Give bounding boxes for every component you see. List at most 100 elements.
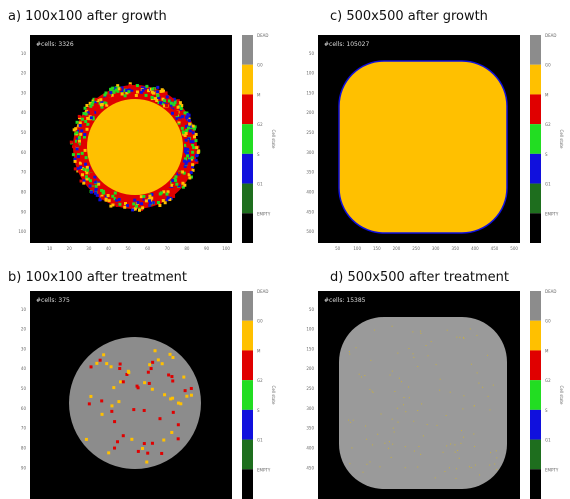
cell xyxy=(176,105,180,109)
cell xyxy=(106,99,110,103)
y-tick-label: 70 xyxy=(21,170,27,175)
cell xyxy=(179,104,183,108)
cell xyxy=(408,386,410,388)
cell xyxy=(393,431,395,433)
cell xyxy=(178,101,182,105)
cell xyxy=(417,409,419,411)
cell xyxy=(82,135,86,139)
cell xyxy=(188,133,192,137)
cell xyxy=(135,84,139,88)
x-tick-label: 350 xyxy=(451,246,459,251)
cell xyxy=(162,438,166,442)
colorbar-tick-label: S xyxy=(545,408,548,413)
y-tick-label: 350 xyxy=(306,170,314,175)
cell xyxy=(187,117,191,121)
cell xyxy=(165,95,169,99)
cell xyxy=(148,201,152,205)
cell xyxy=(95,193,99,197)
cell xyxy=(197,149,201,153)
colorbar-tick-label: EMPTY xyxy=(257,211,271,216)
panel-title: a) 100x100 after growth xyxy=(8,9,167,24)
cell xyxy=(476,334,478,336)
cell xyxy=(177,120,181,124)
cell xyxy=(391,325,393,327)
cell xyxy=(120,86,124,90)
colorbar-segment xyxy=(242,439,253,470)
cell xyxy=(100,399,104,403)
cell xyxy=(439,389,441,391)
cell xyxy=(422,435,424,437)
cell xyxy=(402,404,404,406)
cell xyxy=(358,373,360,375)
cell xyxy=(71,145,75,149)
cell xyxy=(132,408,136,412)
cell xyxy=(177,107,181,111)
y-tick-label: 90 xyxy=(21,465,27,470)
cell xyxy=(140,86,144,90)
cell xyxy=(110,196,114,200)
cell xyxy=(109,91,113,95)
x-tick-label: 40 xyxy=(106,246,112,251)
cell xyxy=(141,88,145,92)
cell xyxy=(88,179,92,183)
colorbar-tick-label: G1 xyxy=(545,438,551,443)
cell xyxy=(106,194,110,198)
colorbar-tick-label: DEAD xyxy=(257,289,268,294)
cell xyxy=(83,133,87,137)
cell xyxy=(462,408,464,410)
cell xyxy=(151,201,155,205)
cell xyxy=(117,400,121,404)
cell xyxy=(496,457,498,459)
cell xyxy=(189,386,193,390)
tumor xyxy=(69,337,201,469)
cell xyxy=(430,341,432,343)
cell xyxy=(181,181,185,185)
cell xyxy=(120,89,124,93)
cell xyxy=(417,366,419,368)
x-tick-label: 500 xyxy=(510,246,518,251)
cell xyxy=(458,457,460,459)
cell xyxy=(113,200,117,204)
cell xyxy=(74,139,78,143)
cell xyxy=(460,430,462,432)
cell xyxy=(454,444,456,446)
cell xyxy=(137,208,141,212)
cell xyxy=(85,171,89,175)
colorbar-tick-label: DEAD xyxy=(257,33,268,38)
cell xyxy=(398,377,400,379)
cell xyxy=(100,102,104,106)
cell xyxy=(176,99,180,103)
cell xyxy=(180,115,184,119)
colorbar-segment xyxy=(530,380,541,410)
cell xyxy=(184,131,188,135)
cell xyxy=(374,329,376,331)
cell xyxy=(146,370,150,374)
y-tick-label: 50 xyxy=(309,307,315,312)
cell xyxy=(394,390,396,392)
cell xyxy=(183,143,187,147)
cell xyxy=(144,199,148,203)
y-tick-label: 250 xyxy=(306,386,314,391)
cell xyxy=(185,129,189,133)
cell xyxy=(417,466,419,468)
cell xyxy=(156,90,160,94)
cell xyxy=(95,361,99,365)
y-tick-label: 40 xyxy=(21,366,27,371)
cell xyxy=(120,194,124,198)
cell xyxy=(180,126,184,130)
colorbar-segment xyxy=(530,213,541,243)
cell xyxy=(74,127,78,131)
cell xyxy=(133,207,137,211)
cell xyxy=(156,94,160,98)
cell xyxy=(352,419,354,421)
cell xyxy=(185,160,189,164)
cell xyxy=(94,184,98,188)
cell xyxy=(150,387,154,391)
cell xyxy=(178,116,182,120)
cell xyxy=(157,100,161,104)
cell xyxy=(117,87,121,91)
cell xyxy=(167,100,171,104)
cell xyxy=(186,151,190,155)
cell xyxy=(83,148,87,152)
